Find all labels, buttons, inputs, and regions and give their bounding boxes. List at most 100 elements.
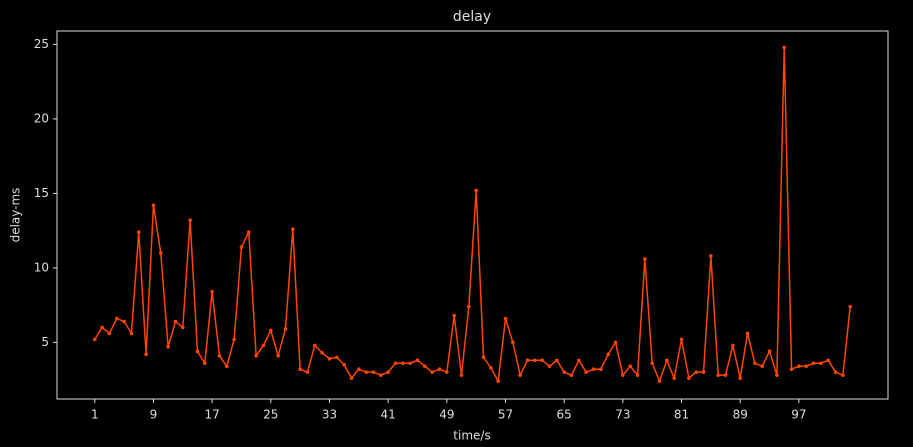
point — [489, 365, 493, 370]
point — [320, 351, 324, 355]
x-tick-label: 17 — [204, 408, 219, 422]
point — [401, 361, 405, 366]
point — [136, 230, 141, 234]
point — [327, 356, 332, 361]
point — [232, 337, 236, 342]
point — [437, 367, 442, 372]
point — [305, 370, 310, 374]
point — [364, 370, 368, 374]
point — [606, 352, 610, 357]
point — [555, 358, 559, 363]
point — [224, 364, 229, 369]
point — [180, 325, 185, 330]
x-tick-label: 1 — [91, 408, 99, 422]
point — [782, 45, 787, 50]
point — [445, 370, 449, 374]
point — [584, 370, 588, 374]
point — [122, 319, 126, 324]
point — [789, 367, 794, 372]
point — [195, 349, 200, 354]
point — [114, 316, 119, 321]
point — [481, 355, 486, 360]
x-tick-label: 81 — [674, 408, 689, 422]
point — [665, 358, 669, 363]
point — [547, 364, 552, 369]
point — [335, 355, 339, 360]
point — [386, 370, 390, 374]
x-axis-label: time/s — [453, 429, 490, 443]
point — [753, 361, 757, 366]
point — [511, 340, 515, 345]
point — [283, 327, 288, 331]
point — [100, 325, 104, 330]
point — [657, 379, 662, 383]
point — [533, 358, 537, 363]
point — [92, 337, 97, 342]
point — [731, 343, 735, 348]
point — [599, 367, 603, 372]
point — [474, 188, 478, 193]
x-tick-label: 9 — [150, 408, 158, 422]
point — [467, 304, 471, 309]
point — [643, 257, 647, 261]
point — [430, 370, 434, 374]
point — [687, 376, 691, 380]
point — [701, 370, 706, 374]
point — [276, 353, 280, 358]
point — [797, 364, 801, 369]
point — [496, 379, 500, 383]
point — [848, 304, 853, 309]
point — [775, 373, 779, 377]
point — [393, 361, 398, 366]
point — [452, 313, 456, 318]
x-tick-label: 49 — [439, 408, 454, 422]
point — [261, 343, 266, 348]
point — [342, 362, 346, 367]
x-tick-label: 89 — [733, 408, 748, 422]
point — [804, 364, 809, 369]
point — [621, 373, 625, 377]
point — [408, 361, 412, 366]
line — [94, 47, 851, 384]
point — [188, 218, 192, 223]
point — [650, 361, 654, 366]
point — [569, 373, 574, 377]
point — [269, 328, 273, 333]
point — [415, 358, 420, 363]
point — [503, 316, 508, 321]
x-tick-label: 25 — [263, 408, 278, 422]
point — [144, 352, 148, 357]
point — [210, 289, 214, 294]
point — [129, 331, 134, 336]
y-tick-label: 15 — [34, 186, 49, 200]
y-tick-label: 20 — [34, 111, 49, 125]
point — [562, 370, 566, 374]
point — [628, 364, 632, 369]
point — [738, 376, 743, 380]
point — [694, 370, 699, 374]
point — [591, 367, 596, 372]
point — [635, 373, 640, 377]
point — [202, 361, 207, 366]
point — [239, 245, 244, 249]
x-tick-label: 33 — [322, 408, 337, 422]
point — [819, 361, 823, 366]
point — [254, 353, 258, 358]
point — [246, 230, 251, 234]
point — [371, 370, 376, 374]
y-tick-label: 25 — [34, 37, 49, 51]
point — [107, 331, 112, 336]
point — [298, 367, 302, 372]
point — [151, 203, 156, 208]
x-tick-label: 57 — [498, 408, 513, 422]
y-tick-label: 10 — [34, 260, 49, 274]
point — [423, 364, 427, 369]
chart-title: delay — [453, 9, 491, 25]
point — [841, 373, 845, 377]
point — [723, 373, 728, 377]
point — [166, 345, 170, 349]
point — [716, 373, 721, 377]
point — [291, 227, 295, 231]
point — [826, 358, 831, 363]
